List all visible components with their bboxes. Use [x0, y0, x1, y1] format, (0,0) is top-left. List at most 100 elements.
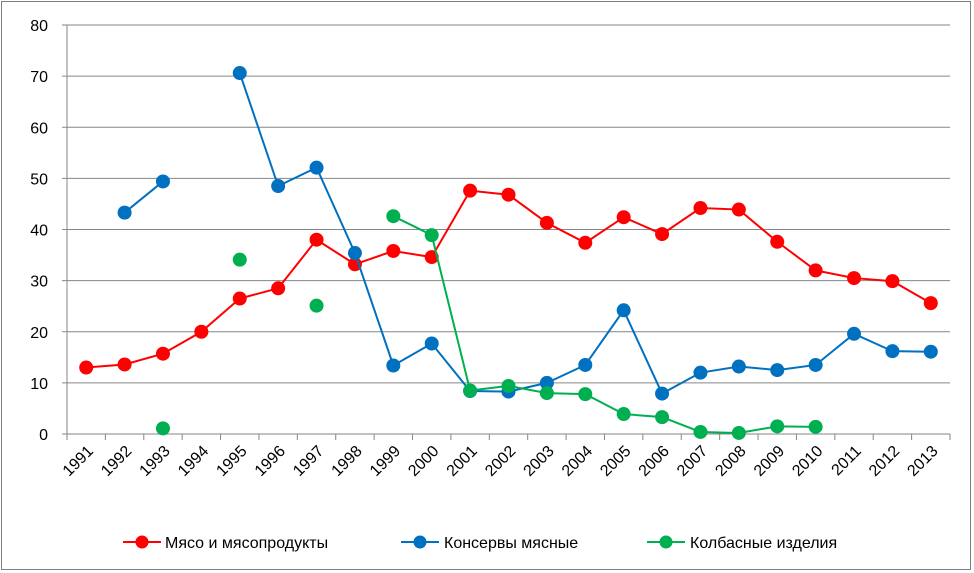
x-tick-label-2003: 2003 [521, 443, 558, 480]
series-line-meat-0 [86, 189, 932, 369]
data-point-meat-1992 [117, 357, 132, 372]
data-point-meat-1996 [271, 281, 286, 296]
data-point-sausage-2008 [731, 425, 746, 440]
x-tick-label-2002: 2002 [482, 443, 519, 480]
data-point-canned-2013 [923, 344, 938, 359]
data-point-sausage-1999 [386, 209, 401, 224]
data-point-meat-1995 [232, 291, 247, 306]
data-point-canned-2010 [808, 357, 823, 372]
series-canned [117, 66, 938, 401]
data-point-meat-2008 [731, 202, 746, 217]
y-tick-label-50: 50 [30, 171, 48, 188]
legend-label-sausage: Колбасные изделия [690, 535, 837, 552]
data-point-canned-1999 [386, 358, 401, 373]
x-tick-label-2000: 2000 [405, 443, 442, 480]
data-point-meat-2004 [578, 235, 593, 250]
x-tick-label-1993: 1993 [137, 443, 174, 480]
data-point-canned-2007 [693, 365, 708, 380]
y-tick-label-60: 60 [30, 120, 48, 137]
x-tick-label-2007: 2007 [674, 443, 711, 480]
data-point-canned-2005 [616, 303, 631, 318]
data-point-sausage-1993 [155, 421, 170, 436]
data-point-sausage-2003 [539, 386, 554, 401]
data-point-meat-2000 [424, 250, 439, 265]
x-tick-label-1999: 1999 [367, 443, 404, 480]
data-point-canned-2004 [578, 357, 593, 372]
data-point-meat-1997 [309, 232, 324, 247]
x-tick-label-1992: 1992 [98, 443, 135, 480]
x-tick-label-2013: 2013 [904, 443, 941, 480]
data-point-meat-2007 [693, 201, 708, 216]
data-point-sausage-2000 [424, 228, 439, 243]
y-tick-label-70: 70 [30, 69, 48, 86]
y-axis-tick-labels: 0 10 20 30 40 50 60 70 80 [30, 18, 48, 444]
data-point-meat-2001 [463, 183, 478, 198]
data-point-meat-1991 [79, 360, 94, 375]
series-meat [79, 183, 938, 375]
data-point-meat-2003 [539, 215, 554, 230]
data-point-meat-2012 [885, 274, 900, 289]
x-tick-label-1994: 1994 [175, 443, 212, 480]
x-tick-label-2012: 2012 [866, 443, 903, 480]
legend-item-sausage: Колбасные изделия [647, 535, 837, 552]
x-tick-label-1998: 1998 [329, 443, 366, 480]
x-tick-label-1996: 1996 [252, 443, 289, 480]
data-point-meat-2010 [808, 263, 823, 278]
axes [62, 24, 951, 440]
legend-marker-canned [413, 535, 427, 549]
x-axis-tick-labels: 1991 1992 1993 1994 1995 1996 1997 1998 1999 2000… [60, 443, 942, 480]
data-point-sausage-2004 [578, 387, 593, 402]
legend-label-meat: Мясо и мясопродукты [165, 535, 328, 552]
x-tick-label-2009: 2009 [751, 443, 788, 480]
data-point-canned-1993 [155, 174, 170, 189]
x-tick-label-2011: 2011 [829, 443, 865, 479]
y-tick-label-20: 20 [30, 325, 48, 342]
series-layer [79, 66, 938, 440]
data-point-sausage-2005 [616, 407, 631, 422]
data-point-canned-1992 [117, 205, 132, 220]
legend-item-canned: Консервы мясные [401, 535, 578, 552]
legend-label-canned: Консервы мясные [444, 535, 578, 552]
gridlines [67, 24, 950, 384]
legend-marker-meat [135, 535, 149, 549]
series-line-canned-1 [238, 72, 931, 396]
data-point-sausage-2002 [501, 378, 516, 393]
data-point-canned-2011 [847, 326, 862, 341]
data-point-canned-2000 [424, 336, 439, 351]
data-point-canned-1998 [347, 246, 362, 261]
data-point-canned-2003 [539, 375, 554, 390]
data-point-sausage-2001 [463, 383, 478, 398]
data-point-meat-2013 [923, 296, 938, 311]
x-tick-label-1997: 1997 [290, 443, 327, 480]
x-tick-label-1991: 1991 [60, 443, 97, 480]
y-tick-label-40: 40 [30, 223, 48, 240]
data-point-meat-2002 [501, 187, 516, 202]
x-tick-label-2005: 2005 [597, 443, 634, 480]
series-sausage [155, 209, 823, 440]
x-tick-label-2006: 2006 [636, 443, 673, 480]
data-point-meat-1994 [194, 324, 209, 339]
data-point-sausage-2010 [808, 419, 823, 434]
data-point-canned-2008 [731, 359, 746, 374]
series-line-canned-0 [123, 180, 164, 214]
x-tick-label-2001: 2001 [444, 443, 481, 480]
data-point-meat-1993 [155, 346, 170, 361]
data-point-canned-2009 [770, 363, 785, 378]
data-point-meat-2011 [847, 271, 862, 286]
data-point-meat-2005 [616, 210, 631, 225]
data-point-canned-1997 [309, 160, 324, 175]
data-point-meat-1999 [386, 243, 401, 258]
y-tick-label-30: 30 [30, 274, 48, 291]
series-line-sausage-0 [392, 215, 816, 434]
data-point-meat-2009 [770, 234, 785, 249]
y-tick-label-10: 10 [30, 376, 48, 393]
data-point-sausage-1995 [232, 252, 247, 267]
legend: Мясо и мясопродукты Консервы мясные Колб… [123, 535, 837, 552]
legend-item-meat: Мясо и мясопродукты [123, 535, 328, 552]
y-tick-label-80: 80 [30, 18, 48, 35]
data-point-sausage-1997 [309, 298, 324, 313]
legend-marker-sausage [659, 535, 673, 549]
data-point-canned-2006 [655, 386, 670, 401]
